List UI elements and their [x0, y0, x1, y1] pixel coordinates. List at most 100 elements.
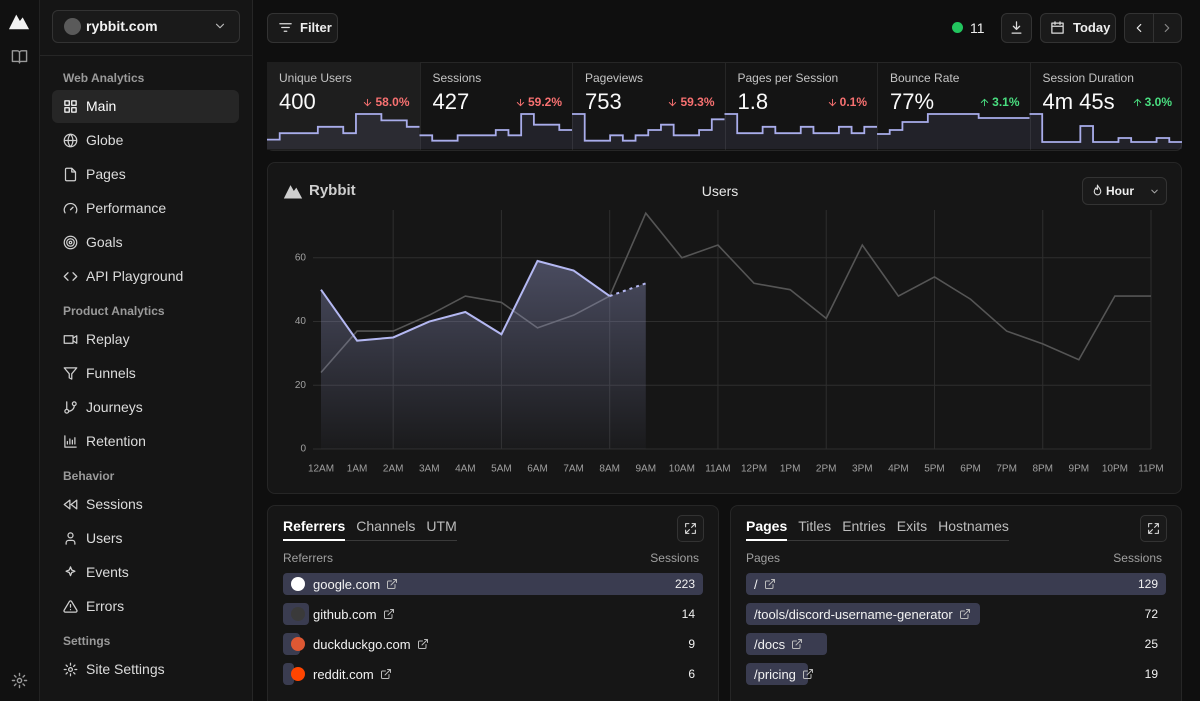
- row-name[interactable]: duckduckgo.com: [313, 633, 429, 655]
- metric-label: Session Duration: [1042, 71, 1134, 85]
- row-value: 223: [674, 577, 695, 591]
- row-name[interactable]: /tools/discord-username-generator: [754, 603, 971, 625]
- nav-item[interactable]: Pages: [52, 158, 239, 191]
- row-name[interactable]: /: [754, 573, 776, 595]
- live-dot: [952, 22, 963, 33]
- icon: [65, 566, 76, 577]
- shape: [63, 367, 78, 380]
- change-text: 0.1%: [839, 95, 867, 109]
- nav-item[interactable]: Globe: [52, 124, 239, 157]
- chart-title: Users: [701, 183, 739, 199]
- expand-button[interactable]: [1140, 515, 1167, 542]
- nav-item[interactable]: Retention: [52, 425, 239, 458]
- shape: [802, 669, 813, 679]
- icon: [1051, 21, 1064, 34]
- shape: [1093, 184, 1102, 196]
- divider: [40, 55, 252, 56]
- row-bar: [283, 573, 703, 595]
- metric-card[interactable]: Session Duration 4m 45s 3.0%: [1029, 62, 1183, 150]
- nav-item[interactable]: Events: [52, 556, 239, 589]
- metric-value: 4m 45s: [1042, 89, 1115, 114]
- icon: [11, 50, 28, 64]
- nav-label: API Playground: [86, 268, 184, 284]
- shape: [1011, 21, 1022, 34]
- metric-label: Bounce Rate: [890, 71, 960, 85]
- date-nav: [1124, 13, 1182, 43]
- row-name[interactable]: google.com: [313, 573, 398, 595]
- nav-item[interactable]: API Playground: [52, 260, 239, 293]
- row-name[interactable]: /pricing: [754, 663, 814, 685]
- icon: [792, 639, 803, 649]
- shape: [63, 235, 78, 250]
- tab[interactable]: UTM: [426, 518, 457, 534]
- interval-select[interactable]: Hour: [1082, 177, 1167, 205]
- date-button[interactable]: Today: [1040, 13, 1116, 43]
- favicon: [291, 667, 305, 681]
- tab[interactable]: Entries: [842, 518, 886, 534]
- expand-button[interactable]: [677, 515, 704, 542]
- metric-card[interactable]: Pageviews 753 59.3%: [572, 62, 725, 150]
- nav-item[interactable]: Main: [52, 90, 239, 123]
- nav-item[interactable]: Funnels: [52, 357, 239, 390]
- site-selector[interactable]: rybbit.com: [52, 10, 240, 43]
- metric-change: 3.1%: [979, 95, 1020, 109]
- tab[interactable]: Referrers: [283, 518, 346, 541]
- icon: [959, 609, 970, 619]
- shape: [283, 185, 303, 199]
- shape: [63, 202, 78, 214]
- download-button[interactable]: [1001, 13, 1032, 43]
- shape: [364, 98, 372, 106]
- tab[interactable]: Hostnames: [938, 518, 1009, 534]
- nav-label: Sessions: [86, 496, 143, 512]
- icon: [63, 600, 78, 613]
- tab-list: Referrers Channels UTM: [283, 518, 457, 541]
- metric-card[interactable]: Sessions 427 59.2%: [419, 62, 573, 150]
- shape: [65, 566, 76, 577]
- row-name[interactable]: github.com: [313, 603, 395, 625]
- nav-label: Goals: [86, 234, 123, 250]
- prev-button[interactable]: [1125, 14, 1153, 42]
- nav-item[interactable]: Replay: [52, 323, 239, 356]
- metric-card[interactable]: Unique Users 400 58.0%: [267, 62, 420, 150]
- metric-label: Unique Users: [279, 71, 352, 85]
- icon: [764, 579, 775, 589]
- row-name[interactable]: reddit.com: [313, 663, 392, 685]
- metric-change: 3.0%: [1132, 95, 1172, 109]
- nav-item[interactable]: Journeys: [52, 391, 239, 424]
- shape: [383, 609, 394, 619]
- shape: [63, 335, 78, 344]
- tab[interactable]: Pages: [746, 518, 788, 541]
- metric-change: 0.1%: [827, 95, 867, 109]
- metric-value: 1.8: [737, 89, 769, 114]
- nav-item[interactable]: Site Settings: [52, 653, 239, 686]
- nav-item[interactable]: Users: [52, 522, 239, 555]
- column-header: Referrers: [283, 551, 334, 565]
- row-bar: [746, 663, 808, 685]
- shape: [959, 609, 970, 619]
- tab[interactable]: Exits: [896, 518, 928, 534]
- metric-card[interactable]: Bounce Rate 77% 3.1%: [877, 62, 1030, 150]
- metric-label: Pages per Session: [737, 71, 839, 85]
- chart-brand: Rybbit: [309, 182, 356, 199]
- next-button[interactable]: [1154, 14, 1181, 42]
- icon: [63, 367, 78, 380]
- nav-item[interactable]: Errors: [52, 590, 239, 623]
- tab[interactable]: Channels: [356, 518, 416, 534]
- tab[interactable]: Titles: [798, 518, 832, 534]
- icon: [65, 532, 76, 545]
- row-value: 25: [1144, 637, 1158, 651]
- row-name[interactable]: /docs: [754, 633, 803, 655]
- change-text: 3.0%: [1144, 95, 1172, 109]
- nav-item[interactable]: Performance: [52, 192, 239, 225]
- icon: [64, 100, 77, 113]
- shape: [417, 639, 428, 649]
- icon: [64, 435, 77, 448]
- icon: [1093, 184, 1102, 196]
- nav-item[interactable]: Sessions: [52, 488, 239, 521]
- metric-card[interactable]: Pages per Session 1.8 0.1%: [724, 62, 878, 150]
- row-bar: [283, 663, 295, 685]
- favicon: [291, 577, 305, 591]
- nav-label: Globe: [86, 132, 124, 148]
- filter-button[interactable]: Filter: [267, 13, 338, 43]
- nav-item[interactable]: Goals: [52, 226, 239, 259]
